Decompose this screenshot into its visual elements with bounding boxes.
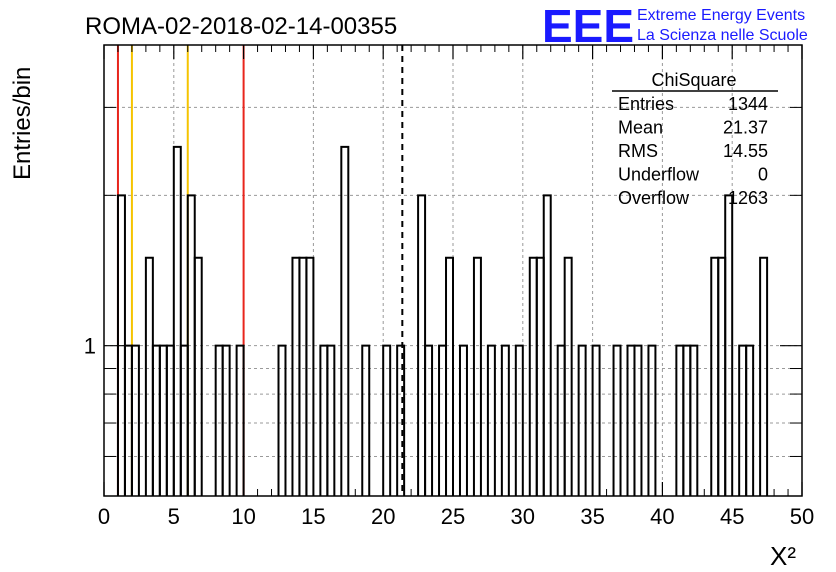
stats-label: Entries (618, 94, 674, 114)
x-tick-label: 45 (720, 504, 744, 529)
histogram-bin (710, 256, 720, 496)
x-tick-label: 25 (441, 504, 465, 529)
histogram-bin (647, 344, 657, 496)
histogram-bin (717, 256, 727, 496)
run-title: ROMA-02-2018-02-14-00355 (85, 13, 397, 40)
x-tick-label: 20 (371, 504, 395, 529)
histogram-bins (116, 145, 769, 496)
histogram-bin (361, 344, 371, 496)
histogram-bin (144, 256, 154, 496)
stats-label: Overflow (618, 188, 690, 208)
y-axis-label: Entries/bin (9, 67, 36, 180)
x-tick-label: 40 (650, 504, 674, 529)
histogram-bin (563, 256, 573, 496)
histogram-bin (612, 344, 622, 496)
y-tick-label: 1 (84, 334, 96, 359)
histogram-bin (130, 344, 140, 496)
histogram-bin (424, 344, 434, 496)
x-tick-label: 30 (511, 504, 535, 529)
stats-label: RMS (618, 141, 658, 161)
logo-mark: EEE (542, 0, 634, 52)
stats-title: ChiSquare (651, 70, 736, 90)
histogram-bin (172, 145, 182, 496)
histogram-bin (277, 344, 287, 496)
histogram-bin (528, 256, 538, 496)
eee-logo: EEE Extreme Energy Events La Scienza nel… (542, 0, 808, 52)
stats-value: 1344 (728, 94, 768, 114)
stats-value: 21.37 (723, 118, 768, 138)
histogram-bin (458, 344, 468, 496)
histogram-bin (535, 256, 545, 496)
histogram-bin (298, 256, 308, 496)
logo-line-1: Extreme Energy Events (637, 7, 805, 24)
histogram-bin (193, 256, 203, 496)
x-tick-label: 5 (168, 504, 180, 529)
histogram-bin (472, 256, 482, 496)
x-tick-label: 35 (580, 504, 604, 529)
histogram-bin (514, 344, 524, 496)
histogram-bin (326, 344, 336, 496)
histogram-bin (500, 344, 510, 496)
histogram-bin (291, 256, 301, 496)
histogram-bin (305, 256, 315, 496)
histogram-bin (445, 256, 454, 496)
histogram-bin (542, 194, 552, 496)
stats-box: ChiSquare Entries 1344 Mean 21.37 RMS 14.55 Un… (612, 70, 778, 208)
x-tick-label: 0 (98, 504, 110, 529)
x-axis-label: X² (770, 541, 796, 571)
histogram-bin (577, 344, 587, 496)
histogram-bin (340, 145, 350, 496)
histogram-bin (591, 344, 601, 496)
x-tick-label: 10 (231, 504, 255, 529)
histogram-bin (745, 344, 755, 496)
histogram-bin (221, 344, 231, 496)
x-tick-label: 50 (790, 504, 814, 529)
histogram-bin (396, 344, 406, 496)
stats-value: 1263 (728, 188, 768, 208)
histogram-bin (382, 344, 392, 496)
stats-value: 14.55 (723, 141, 768, 161)
histogram-bin (235, 344, 245, 496)
stats-value: 0 (758, 165, 768, 185)
histogram-bin (759, 256, 769, 496)
histogram-bin (633, 344, 643, 496)
histogram-bin (724, 194, 734, 496)
stats-label: Underflow (618, 165, 700, 185)
logo-line-2: La Scienza nelle Scuole (637, 27, 808, 44)
x-tick-label: 15 (301, 504, 325, 529)
stats-label: Mean (618, 118, 663, 138)
histogram-bin (486, 344, 496, 496)
histogram-bin (689, 344, 699, 496)
ticks: 0 5 10 15 20 25 30 35 40 45 50 1 (84, 45, 814, 529)
